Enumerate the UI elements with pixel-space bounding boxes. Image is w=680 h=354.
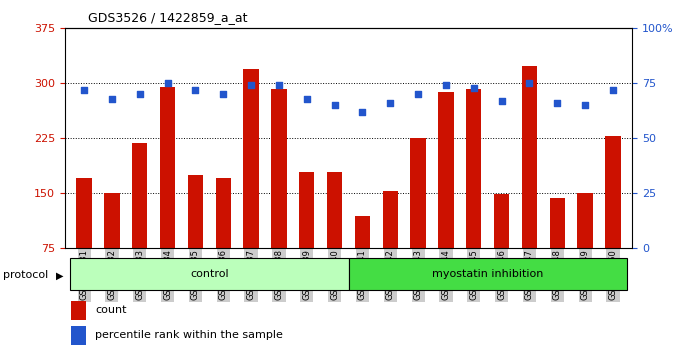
Point: [524, 80, 535, 86]
Point: [385, 100, 396, 106]
Bar: [327, 172, 342, 248]
Bar: [76, 178, 92, 248]
Bar: [299, 172, 314, 248]
Point: [135, 91, 146, 97]
Point: [441, 82, 452, 88]
Bar: [383, 191, 398, 248]
Point: [413, 91, 424, 97]
Bar: [494, 194, 509, 248]
Bar: [132, 143, 148, 248]
Point: [607, 87, 618, 93]
Point: [245, 82, 256, 88]
Point: [496, 98, 507, 104]
Point: [218, 91, 228, 97]
Bar: [104, 193, 120, 248]
Bar: [188, 175, 203, 248]
Bar: [411, 138, 426, 248]
Text: percentile rank within the sample: percentile rank within the sample: [95, 330, 283, 339]
Bar: [355, 216, 370, 248]
Bar: [522, 66, 537, 248]
Bar: [160, 87, 175, 248]
Bar: [549, 198, 565, 248]
Text: protocol: protocol: [3, 270, 49, 280]
Bar: [243, 69, 258, 248]
Point: [190, 87, 201, 93]
Point: [329, 102, 340, 108]
Text: myostatin inhibition: myostatin inhibition: [432, 269, 543, 279]
Point: [273, 82, 284, 88]
Text: control: control: [190, 269, 228, 279]
Point: [301, 96, 312, 101]
Point: [162, 80, 173, 86]
Point: [469, 85, 479, 90]
Point: [551, 100, 562, 106]
Point: [579, 102, 590, 108]
Bar: [577, 193, 593, 248]
Point: [107, 96, 118, 101]
Bar: [216, 178, 231, 248]
Bar: [348, 258, 627, 290]
Text: ▶: ▶: [56, 270, 63, 280]
Bar: [439, 92, 454, 248]
Point: [79, 87, 90, 93]
Text: GDS3526 / 1422859_a_at: GDS3526 / 1422859_a_at: [88, 11, 248, 24]
Bar: [605, 136, 621, 248]
Text: count: count: [95, 305, 126, 315]
Bar: [70, 258, 348, 290]
Bar: [271, 89, 286, 248]
Point: [357, 109, 368, 115]
Bar: [466, 89, 481, 248]
